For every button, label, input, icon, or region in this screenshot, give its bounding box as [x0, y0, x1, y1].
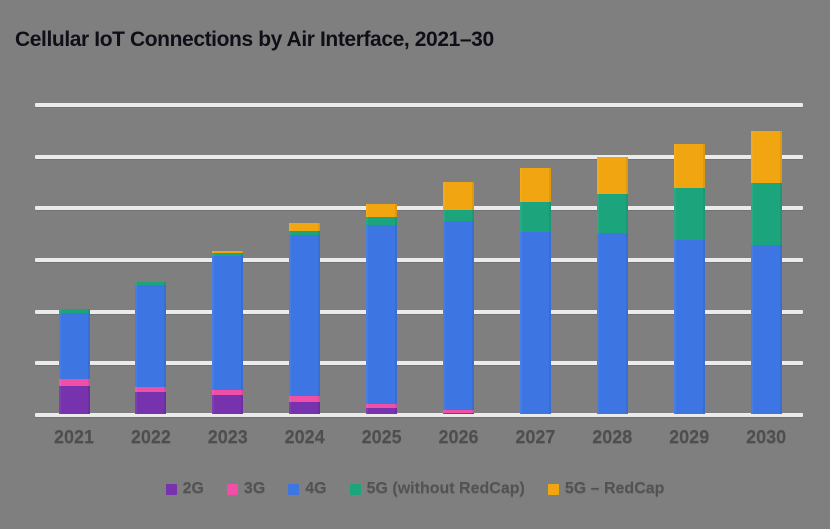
segment-3g — [366, 403, 398, 408]
segment-5g-redcap — [443, 182, 474, 211]
chart-title: Cellular IoT Connections by Air Interfac… — [15, 28, 494, 51]
bar-2022 — [135, 281, 167, 414]
segment-4g — [750, 244, 782, 414]
legend-item-3g: 3G — [226, 480, 266, 498]
segment-5g-without-redcap — [58, 309, 90, 313]
segment-5g-without-redcap — [135, 281, 167, 286]
segment-2g — [289, 401, 321, 414]
segment-2g — [212, 394, 244, 414]
legend-item-5g-redcap: 5G – RedCap — [547, 480, 665, 498]
legend-swatch-icon — [288, 483, 300, 495]
segment-5g-redcap — [596, 156, 628, 195]
segment-3g — [135, 387, 167, 393]
x-tick-label-2027: 2027 — [515, 427, 556, 447]
bar-2026 — [443, 182, 474, 414]
segment-4g — [135, 285, 167, 388]
gridline — [35, 258, 803, 262]
bar-2029 — [673, 143, 705, 414]
segment-5g-without-redcap — [750, 182, 782, 245]
plot-area — [35, 103, 803, 417]
x-tick-label-2024: 2024 — [284, 427, 325, 447]
legend-label: 3G — [243, 480, 266, 497]
x-axis-labels: 2021 2022 2023 2024 2025 2026 2027 2028 2029 2030 — [35, 427, 803, 451]
segment-2g — [443, 412, 474, 414]
legend-label: 4G — [305, 480, 327, 497]
segment-4g — [673, 239, 705, 414]
segment-4g — [212, 256, 244, 390]
segment-4g — [58, 312, 90, 379]
segment-4g — [519, 231, 551, 414]
bar-2025 — [366, 203, 398, 414]
segment-2g — [135, 392, 167, 414]
segment-3g — [212, 389, 244, 395]
x-tick-label-2030: 2030 — [746, 427, 787, 447]
bar-2028 — [596, 156, 628, 414]
legend-label: 5G (without RedCap) — [366, 480, 525, 497]
x-axis-baseline — [35, 413, 803, 417]
x-tick-label-2026: 2026 — [438, 427, 479, 447]
x-tick-label-2028: 2028 — [592, 427, 633, 447]
bar-2030 — [750, 131, 782, 414]
bar-2027 — [519, 168, 551, 414]
x-tick-label-2023: 2023 — [207, 427, 248, 447]
segment-4g — [443, 221, 474, 411]
bar-2024 — [289, 223, 321, 414]
segment-5g-without-redcap — [673, 187, 705, 240]
segment-5g-without-redcap — [596, 194, 628, 234]
segment-2g — [366, 407, 398, 414]
legend-item-5g-without-redcap: 5G (without RedCap) — [349, 480, 525, 498]
legend-swatch-icon — [547, 483, 559, 495]
segment-5g-redcap — [673, 143, 705, 188]
segment-3g — [289, 396, 321, 402]
x-tick-label-2022: 2022 — [130, 427, 171, 447]
x-tick-label-2025: 2025 — [361, 427, 402, 447]
segment-4g — [289, 235, 321, 397]
bar-2023 — [212, 250, 244, 414]
segment-5g-redcap — [289, 223, 321, 232]
segment-5g-redcap — [519, 168, 551, 202]
legend-label: 2G — [182, 480, 204, 497]
chart-legend: 2G 3G 4G 5G (without RedCap) 5G – RedCap — [0, 480, 830, 498]
gridline — [35, 154, 803, 159]
segment-5g-without-redcap — [212, 253, 244, 257]
segment-3g — [443, 410, 474, 413]
segment-2g — [58, 385, 90, 414]
segment-5g-without-redcap — [519, 201, 551, 232]
segment-5g-redcap — [212, 250, 244, 254]
legend-swatch-icon — [165, 483, 177, 495]
legend-item-2g: 2G — [165, 480, 204, 498]
x-tick-label-2021: 2021 — [53, 427, 95, 447]
legend-swatch-icon — [349, 483, 361, 495]
segment-4g — [366, 225, 398, 404]
segment-5g-redcap — [750, 131, 782, 183]
segment-5g-without-redcap — [443, 210, 474, 222]
segment-5g-without-redcap — [289, 231, 321, 236]
segment-4g — [596, 233, 628, 414]
gridline — [35, 206, 803, 211]
gridline — [35, 103, 803, 107]
segment-5g-redcap — [366, 203, 398, 218]
bar-2021 — [58, 309, 90, 414]
legend-swatch-icon — [226, 483, 238, 495]
legend-label: 5G – RedCap — [564, 480, 665, 497]
gridline — [35, 361, 803, 366]
segment-5g-without-redcap — [366, 217, 398, 226]
x-tick-label-2029: 2029 — [669, 427, 710, 447]
segment-3g — [58, 378, 90, 386]
gridline — [35, 309, 803, 314]
legend-item-4g: 4G — [288, 480, 327, 498]
